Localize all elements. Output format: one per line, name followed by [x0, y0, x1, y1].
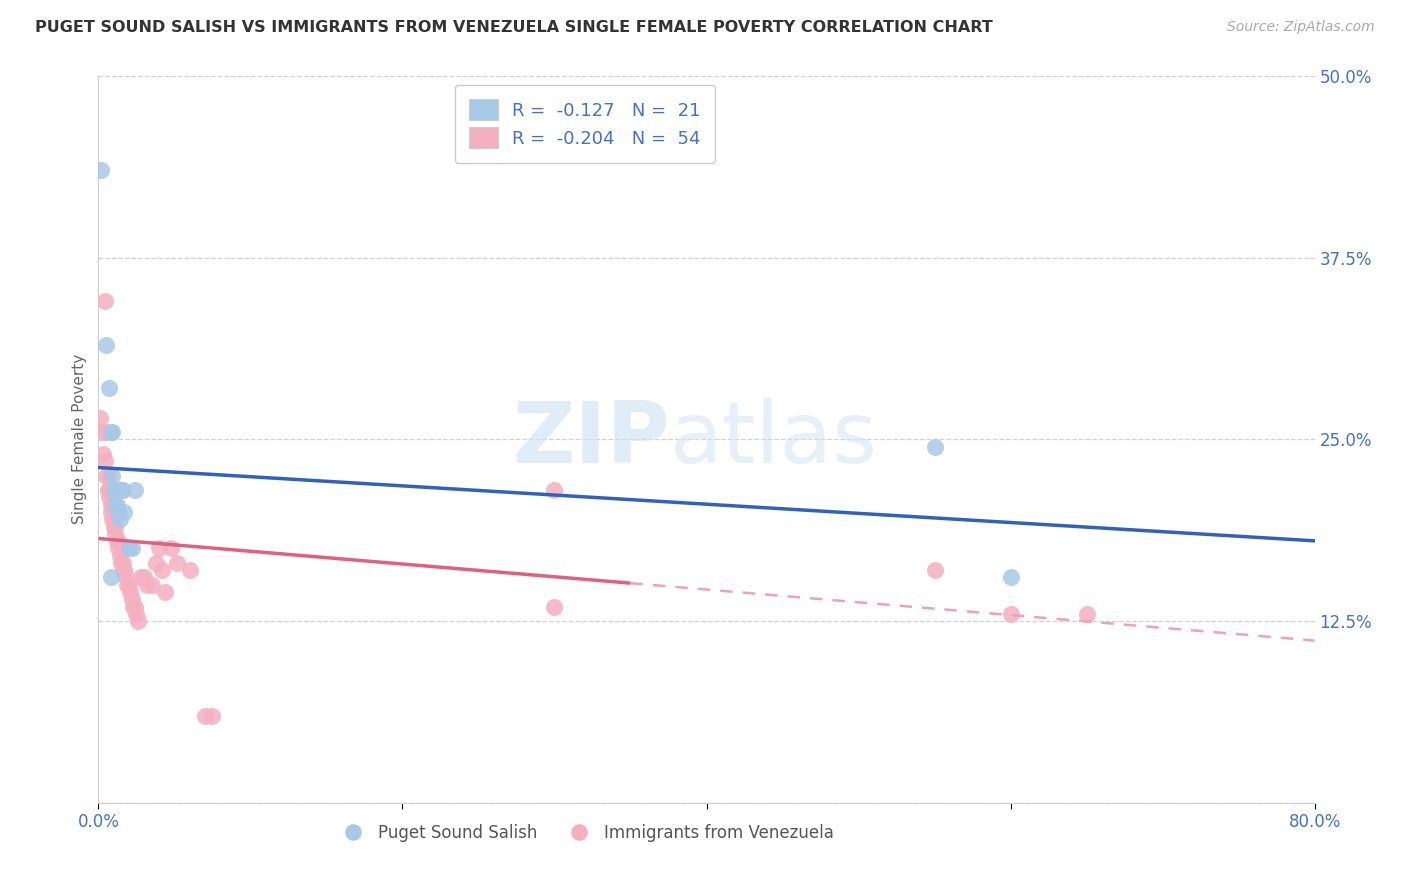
Point: [91, 447, 114, 461]
Point: [96, 483, 118, 498]
Text: Source: ZipAtlas.com: Source: ZipAtlas.com: [1227, 20, 1375, 34]
Point: [179, 563, 201, 577]
Point: [124, 483, 146, 498]
Point: [107, 505, 129, 519]
Point: [105, 534, 128, 549]
Point: [98, 491, 121, 505]
Point: [103, 512, 125, 526]
Point: [108, 549, 131, 563]
Point: [100, 425, 122, 439]
Point: [104, 483, 127, 498]
Point: [155, 585, 177, 599]
Point: [101, 425, 124, 439]
Point: [543, 599, 565, 614]
Point: [93, 454, 115, 468]
Point: [96, 468, 118, 483]
Point: [90, 163, 112, 178]
Point: [122, 599, 145, 614]
Point: [90, 425, 112, 439]
Point: [101, 498, 124, 512]
Point: [150, 563, 173, 577]
Point: [194, 708, 217, 723]
Point: [94, 338, 117, 352]
Point: [1000, 570, 1022, 584]
Y-axis label: Single Female Poverty: Single Female Poverty: [72, 354, 87, 524]
Point: [107, 534, 129, 549]
Point: [129, 570, 152, 584]
Point: [117, 578, 139, 592]
Point: [111, 556, 134, 570]
Point: [104, 498, 127, 512]
Point: [1076, 607, 1098, 621]
Point: [108, 512, 131, 526]
Point: [94, 468, 117, 483]
Point: [114, 570, 136, 584]
Point: [145, 556, 167, 570]
Point: [100, 505, 122, 519]
Point: [101, 468, 124, 483]
Point: [924, 440, 946, 454]
Point: [120, 585, 142, 599]
Point: [543, 483, 565, 498]
Point: [111, 563, 134, 577]
Point: [112, 563, 135, 577]
Point: [104, 526, 127, 541]
Point: [136, 578, 159, 592]
Point: [107, 541, 129, 556]
Point: [104, 519, 127, 533]
Point: [124, 599, 146, 614]
Legend: Puget Sound Salish, Immigrants from Venezuela: Puget Sound Salish, Immigrants from Vene…: [329, 818, 841, 849]
Point: [112, 505, 135, 519]
Point: [141, 578, 163, 592]
Point: [103, 483, 125, 498]
Point: [160, 541, 183, 556]
Point: [125, 607, 148, 621]
Point: [118, 578, 141, 592]
Point: [94, 425, 117, 439]
Text: atlas: atlas: [671, 398, 877, 481]
Point: [98, 381, 121, 395]
Point: [121, 592, 143, 607]
Point: [127, 614, 149, 628]
Point: [121, 541, 143, 556]
Point: [201, 708, 224, 723]
Point: [924, 563, 946, 577]
Point: [100, 498, 122, 512]
Point: [110, 556, 132, 570]
Point: [103, 519, 125, 533]
Point: [93, 294, 115, 309]
Point: [132, 570, 155, 584]
Text: ZIP: ZIP: [512, 398, 671, 481]
Point: [166, 556, 188, 570]
Point: [118, 541, 141, 556]
Point: [111, 483, 134, 498]
Point: [100, 570, 122, 584]
Point: [1000, 607, 1022, 621]
Text: PUGET SOUND SALISH VS IMMIGRANTS FROM VENEZUELA SINGLE FEMALE POVERTY CORRELATIO: PUGET SOUND SALISH VS IMMIGRANTS FROM VE…: [35, 20, 993, 35]
Point: [101, 512, 124, 526]
Point: [148, 541, 170, 556]
Point: [89, 410, 111, 425]
Point: [110, 483, 132, 498]
Point: [98, 483, 121, 498]
Point: [105, 498, 128, 512]
